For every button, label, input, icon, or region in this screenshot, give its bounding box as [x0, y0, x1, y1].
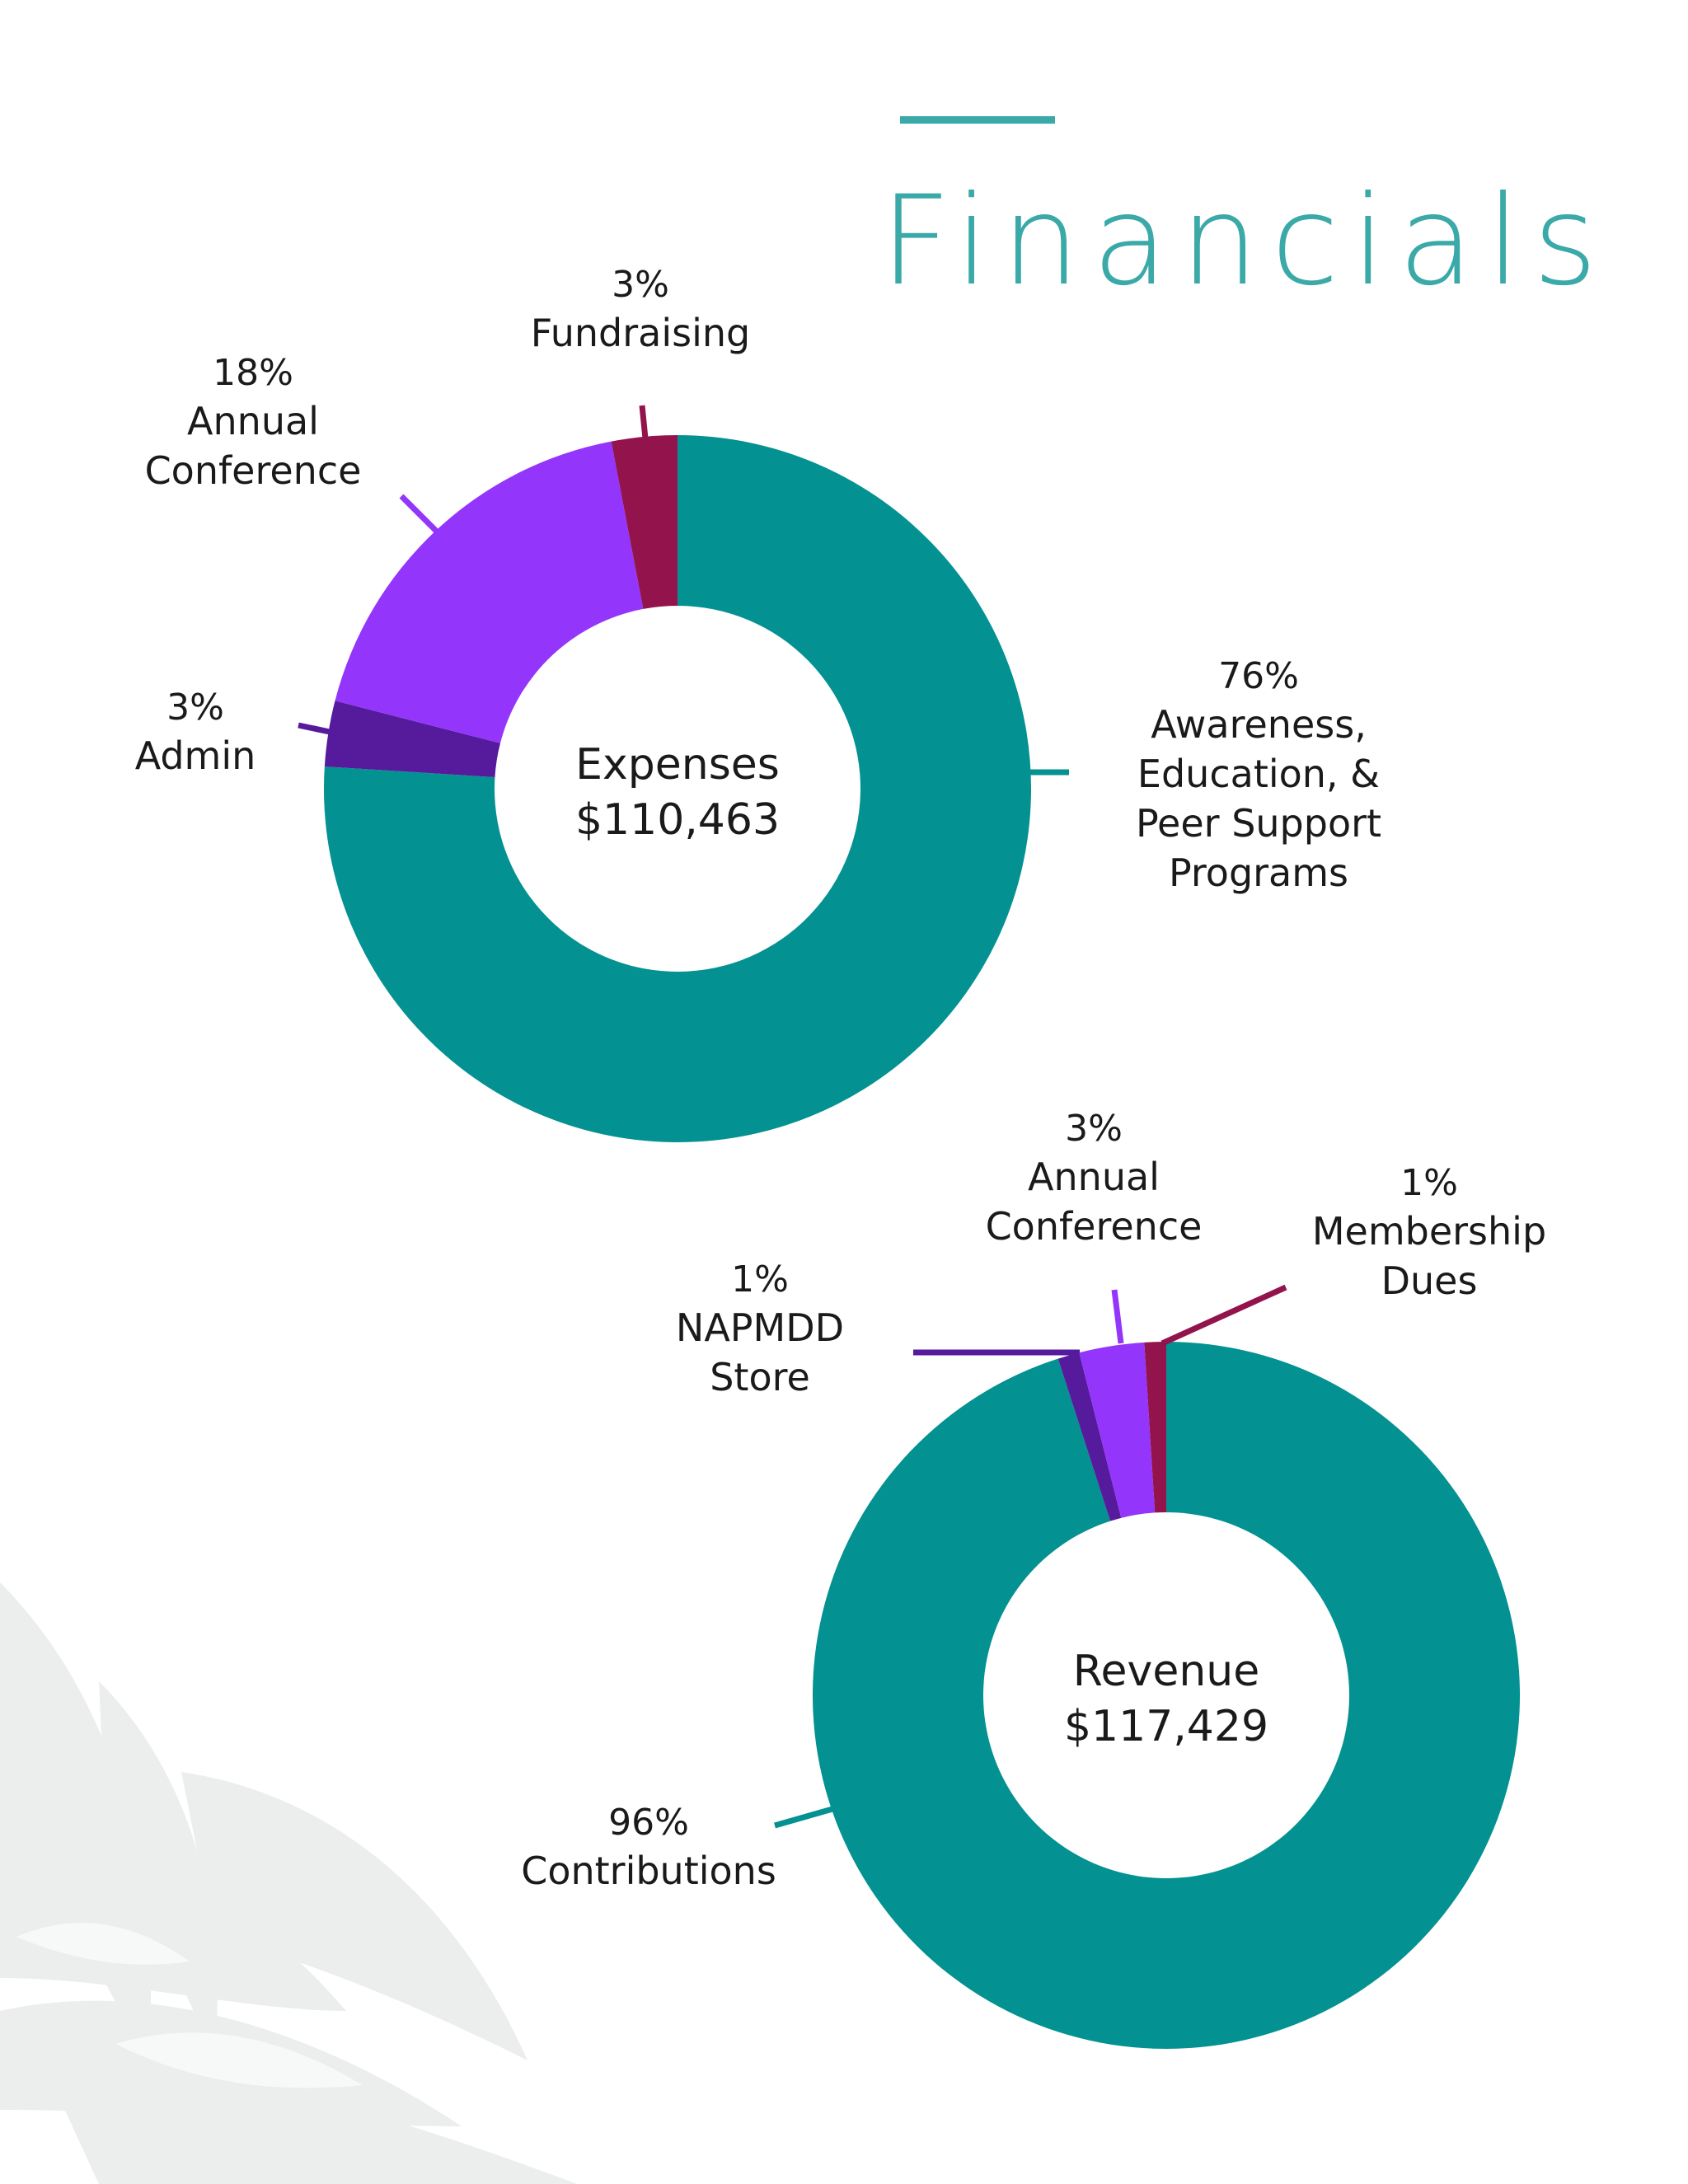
- slice-contributions: [813, 1342, 1520, 2049]
- slice-percent-label: 1%: [731, 1258, 789, 1301]
- slice-label: 96% Contributions: [521, 1802, 776, 1893]
- slice-name-label: Peer Support: [1136, 801, 1381, 846]
- slice-label: 76% Awareness, Education, & Peer Support Pro…: [1136, 655, 1381, 895]
- center-title: Revenue: [1073, 1647, 1259, 1696]
- slice-name-label: Membership: [1312, 1209, 1546, 1254]
- slice-percent-label: 3%: [612, 264, 669, 306]
- slice-percent-label: 3%: [166, 687, 224, 729]
- leader-line: [1160, 1284, 1287, 1347]
- slice-name-label: Store: [710, 1355, 810, 1399]
- center-title: Expenses: [575, 740, 780, 790]
- slice-label: 18% Annual Conference: [145, 352, 362, 493]
- slice-name-label: Fundraising: [531, 311, 750, 355]
- slice-name-label: Admin: [135, 733, 256, 778]
- slice-percent-label: 76%: [1218, 655, 1299, 697]
- slice-label: 1% NAPMDD Store: [676, 1258, 844, 1399]
- slice-percent-label: 3%: [1065, 1108, 1123, 1150]
- donut-chart-expenses: 76% Awareness, Education, & Peer Support Pro…: [135, 264, 1381, 1142]
- slice-name-label: Annual: [187, 399, 319, 443]
- slice-percent-label: 18%: [213, 352, 293, 394]
- slice-label: 1% Membership Dues: [1312, 1162, 1546, 1303]
- slice-name-label: Programs: [1169, 851, 1348, 895]
- center-value: $117,429: [1064, 1702, 1268, 1751]
- slice-admin: [324, 701, 500, 778]
- slice-fundraising: [611, 435, 678, 609]
- slice-name-label: Annual: [1028, 1155, 1160, 1199]
- slice-annual-conference: [335, 441, 644, 743]
- slice-name-label: Conference: [145, 448, 362, 493]
- slice-name-label: Dues: [1381, 1258, 1478, 1303]
- slice-annual-conference: [1079, 1342, 1156, 1518]
- slice-name-label: NAPMDD: [676, 1305, 844, 1350]
- slice-membership-dues: [1144, 1342, 1166, 1513]
- leader-line: [774, 1806, 833, 1829]
- slice-name-label: Awareness,: [1151, 702, 1367, 747]
- decorative-leaf-pattern: [0, 1582, 577, 2184]
- leader-line: [399, 494, 439, 534]
- slice-label: 3% Annual Conference: [986, 1108, 1203, 1249]
- slice-name-label: Education, &: [1137, 752, 1380, 796]
- page-title: Financials: [880, 170, 1610, 313]
- slice-percent-label: 96%: [608, 1802, 689, 1844]
- slice-napmdd-store: [1057, 1352, 1122, 1521]
- leader-line: [298, 722, 331, 735]
- slice-label: 3% Fundraising: [531, 264, 750, 355]
- leader-line: [639, 405, 649, 439]
- leader-line: [1111, 1289, 1124, 1344]
- slice-name-label: Contributions: [521, 1849, 776, 1893]
- slice-name-label: Conference: [986, 1204, 1203, 1249]
- title-accent-rule: [900, 116, 1055, 124]
- slice-awareness-education-peer-support-programs: [324, 435, 1032, 1142]
- center-value: $110,463: [575, 795, 780, 845]
- slice-percent-label: 1%: [1400, 1162, 1458, 1204]
- slice-label: 3% Admin: [135, 687, 256, 778]
